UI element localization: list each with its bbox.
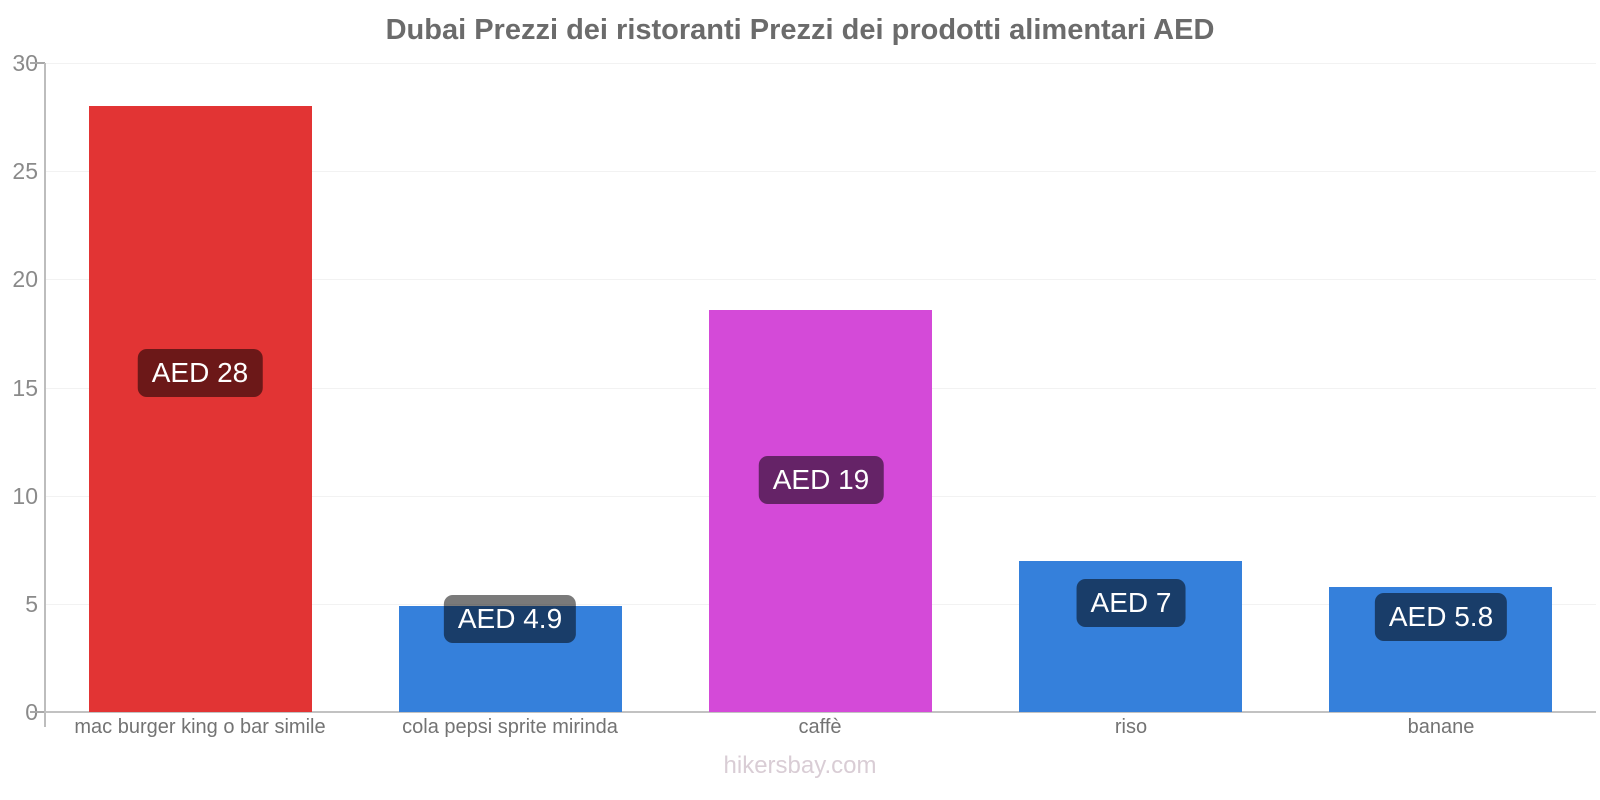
x-category-label-4: riso (1114, 716, 1148, 738)
y-axis-line (44, 63, 46, 727)
bar-value-label-2: AED 4.9 (443, 595, 577, 643)
bar-value-label-3: AED 19 (758, 456, 884, 504)
bar-value-label-4: AED 7 (1076, 579, 1186, 627)
x-category-label-2: cola pepsi sprite mirinda (402, 716, 618, 738)
gridline-y-30 (45, 63, 1596, 64)
gridline-y-20 (45, 279, 1596, 280)
bar-1 (89, 106, 312, 712)
y-tick-mark-0 (30, 711, 45, 713)
y-tick-label-25: 25 (12, 158, 38, 184)
x-category-label-3: caffè (798, 716, 842, 738)
bar-3 (709, 310, 932, 712)
bar-value-label-5: AED 5.8 (1374, 593, 1508, 641)
x-axis-line (45, 711, 1596, 713)
watermark-hikersbay: hikersbay.com (723, 752, 877, 779)
y-tick-label-10: 10 (12, 483, 38, 509)
y-tick-label-15: 15 (12, 375, 38, 401)
x-category-label-5: banane (1407, 716, 1475, 738)
y-tick-label-5: 5 (25, 591, 38, 617)
x-category-label-1: mac burger king o bar simile (74, 716, 326, 738)
y-tick-label-20: 20 (12, 266, 38, 292)
bar-value-label-1: AED 28 (137, 349, 263, 397)
gridline-y-25 (45, 171, 1596, 172)
chart-title: Dubai Prezzi dei ristoranti Prezzi dei p… (385, 14, 1215, 46)
y-tick-mark-30 (30, 62, 45, 64)
